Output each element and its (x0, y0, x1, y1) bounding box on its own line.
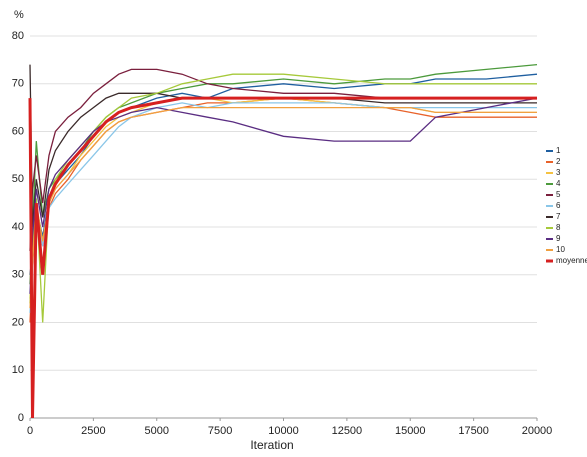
y-tick-label: 40 (12, 221, 24, 233)
y-tick-label: 30 (12, 269, 24, 281)
x-tick-label: 17500 (458, 425, 489, 437)
x-axis-label: Iteration (250, 438, 293, 452)
legend-label: 1 (556, 146, 561, 155)
y-tick-label: 60 (12, 125, 24, 137)
legend-label: 7 (556, 212, 561, 221)
series-line (29, 106, 537, 309)
y-tick-label: 50 (12, 173, 24, 185)
series-line (29, 64, 537, 228)
legend-label: 4 (556, 179, 561, 188)
series-line (29, 73, 538, 275)
series-line (28, 96, 537, 419)
legend-label: 6 (556, 201, 561, 210)
legend-label: 2 (556, 157, 561, 166)
x-tick-label: 2500 (81, 425, 105, 437)
x-tick-label: 20000 (522, 425, 553, 437)
series-line (29, 97, 538, 294)
y-axis-label: % (14, 9, 24, 21)
legend-label: 10 (556, 245, 565, 254)
y-tick-label: 70 (12, 78, 24, 90)
legend-label: 3 (556, 168, 561, 177)
legend-label: 8 (556, 223, 561, 232)
series-line (29, 102, 537, 313)
x-tick-label: 10000 (268, 425, 299, 437)
legend-label: 5 (556, 190, 561, 199)
series-line (29, 97, 537, 299)
legend-label: moyenne (556, 256, 587, 265)
legend-label: 9 (556, 234, 561, 243)
x-tick-label: 7500 (208, 425, 232, 437)
x-tick-label: 5000 (145, 425, 169, 437)
y-tick-label: 10 (12, 364, 24, 376)
y-tick-label: 80 (12, 30, 24, 42)
series-line (29, 73, 537, 323)
x-tick-label: 0 (27, 425, 33, 437)
x-tick-label: 12500 (332, 425, 363, 437)
x-tick-label: 15000 (395, 425, 426, 437)
y-tick-label: 0 (18, 412, 24, 424)
y-tick-label: 20 (12, 316, 24, 328)
